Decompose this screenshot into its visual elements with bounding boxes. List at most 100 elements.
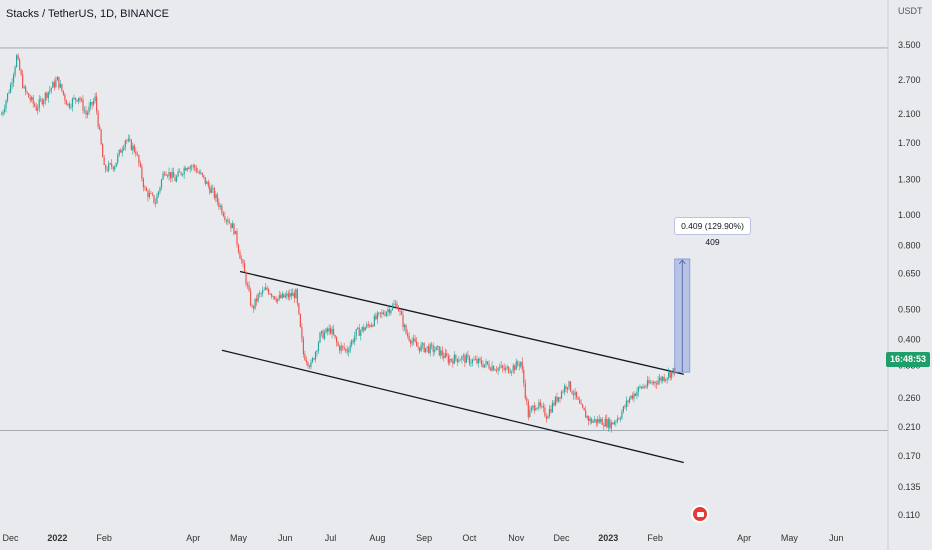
- x-tick-label: 2022: [47, 533, 67, 543]
- candle-body: [388, 309, 391, 314]
- candle-body: [260, 293, 262, 294]
- candle-body: [328, 328, 330, 332]
- candle-body: [523, 369, 525, 384]
- candle-body: [314, 351, 317, 360]
- candle-body: [82, 99, 84, 111]
- candle-body: [43, 100, 45, 105]
- candle-body: [569, 381, 572, 392]
- candle-body: [619, 418, 621, 420]
- candle-body: [656, 383, 658, 385]
- candle-body: [610, 422, 612, 429]
- channel-line[interactable]: [239, 270, 684, 375]
- candle-body: [311, 358, 314, 362]
- candle-body: [438, 346, 440, 356]
- candle-body: [660, 377, 662, 381]
- candle-body: [425, 348, 427, 353]
- candle-body: [526, 398, 528, 402]
- candle-body: [511, 371, 513, 373]
- candle-body: [514, 365, 516, 370]
- x-tick-label: May: [781, 533, 799, 543]
- candle-body: [588, 416, 590, 422]
- candle-body: [259, 293, 261, 294]
- candle-body: [154, 202, 157, 204]
- x-tick-label: Sep: [416, 533, 432, 543]
- candle-body: [648, 380, 650, 384]
- candle-body: [483, 364, 486, 368]
- candle-body: [592, 420, 594, 423]
- candle-body: [547, 416, 549, 419]
- y-tick-label: 1.300: [898, 174, 921, 184]
- candle-body: [637, 386, 640, 392]
- y-tick-label: 0.135: [898, 482, 921, 492]
- candle-body: [467, 354, 469, 357]
- candle-body: [96, 96, 98, 112]
- candle-body: [649, 382, 652, 384]
- last-price-badge: 16:48:53: [886, 352, 930, 367]
- y-tick-label: 3.500: [898, 40, 921, 50]
- candle-body: [293, 292, 295, 299]
- candle-body: [640, 386, 643, 389]
- candle-body: [68, 103, 71, 108]
- channel-line[interactable]: [221, 349, 684, 464]
- candle-body: [138, 154, 140, 164]
- candle-body: [406, 333, 409, 336]
- candle-body: [536, 407, 538, 409]
- candle-body: [375, 315, 377, 320]
- candle-body: [488, 364, 490, 369]
- candle-body: [77, 97, 80, 102]
- candle-body: [240, 258, 243, 261]
- candle-body: [613, 422, 615, 425]
- candle-body: [332, 329, 335, 335]
- candle-body: [633, 393, 635, 399]
- candle-body: [551, 402, 554, 413]
- candle-body: [91, 101, 93, 105]
- candle-body: [12, 74, 15, 83]
- candle-body: [336, 337, 338, 343]
- candle-body: [236, 231, 238, 245]
- candle-body: [29, 97, 31, 101]
- candle-body: [663, 376, 665, 381]
- candle-body: [440, 350, 442, 356]
- candle-body: [62, 90, 64, 95]
- candle-body: [194, 165, 196, 168]
- candle-body: [337, 342, 339, 346]
- candle-body: [147, 190, 149, 198]
- candle-body: [566, 387, 569, 390]
- candle-body: [435, 346, 437, 351]
- candle-body: [391, 305, 394, 310]
- candle-body: [499, 367, 501, 369]
- candle-body: [20, 69, 22, 75]
- candle-body: [352, 340, 354, 342]
- candle-body: [79, 97, 81, 101]
- candle-body: [46, 93, 48, 99]
- candle-body: [616, 418, 618, 422]
- candle-body: [604, 418, 606, 427]
- candle-body: [153, 195, 155, 203]
- candle-body: [163, 173, 166, 175]
- candle-body: [331, 329, 333, 334]
- us-flag-icon[interactable]: [691, 505, 709, 523]
- candle-body: [506, 366, 508, 369]
- candle-body: [92, 100, 95, 105]
- candle-body: [216, 194, 218, 202]
- candle-body: [420, 344, 422, 352]
- candle-body: [360, 330, 362, 336]
- candle-body: [215, 194, 217, 198]
- candle-body: [278, 295, 280, 299]
- candle-body: [417, 346, 419, 348]
- candle-body: [123, 147, 125, 150]
- candle-body: [334, 334, 336, 338]
- candle-body: [271, 294, 273, 297]
- candle-body: [505, 368, 507, 370]
- candle-body: [176, 176, 178, 182]
- candle-body: [5, 100, 7, 109]
- candle-body: [59, 84, 61, 88]
- candle-body: [657, 380, 659, 385]
- candle-body: [646, 380, 649, 387]
- candle-body: [434, 350, 436, 352]
- candle-body: [129, 138, 131, 141]
- candle-body: [177, 171, 179, 177]
- candle-body: [379, 312, 381, 314]
- candle-body: [231, 223, 234, 229]
